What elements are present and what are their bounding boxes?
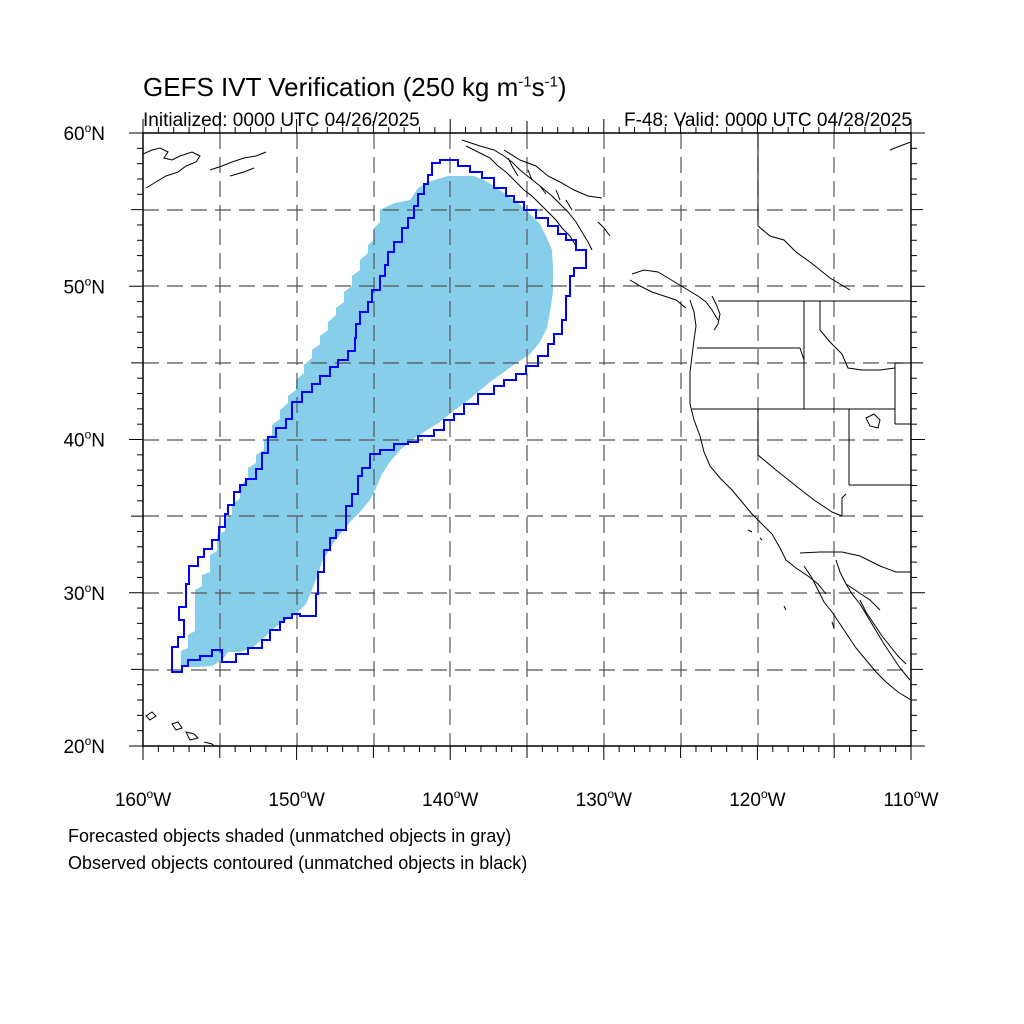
lon-label: 140oW bbox=[422, 787, 478, 811]
lat-label: 60oN bbox=[63, 121, 105, 145]
lon-label: 120oW bbox=[729, 787, 785, 811]
longitude-labels: 160oW 150oW 140oW 130oW 120oW 110oW bbox=[115, 787, 939, 811]
lat-label: 20oN bbox=[63, 734, 105, 758]
forecast-object bbox=[181, 176, 553, 667]
lon-label: 150oW bbox=[268, 787, 324, 811]
footer-forecast-note: Forecasted objects shaded (unmatched obj… bbox=[68, 826, 512, 846]
map-title: GEFS IVT Verification (250 kg m-1s-1) bbox=[143, 72, 567, 102]
political-borders bbox=[692, 133, 911, 573]
lon-label: 130oW bbox=[576, 787, 632, 811]
axis-ticks bbox=[129, 119, 925, 760]
lat-label: 50oN bbox=[63, 274, 105, 298]
footer-observed-note: Observed objects contoured (unmatched ob… bbox=[68, 853, 528, 873]
lat-label: 40oN bbox=[63, 428, 105, 452]
initialized-label: Initialized: 0000 UTC 04/26/2025 bbox=[143, 110, 420, 131]
observed-object bbox=[171, 159, 587, 673]
lon-label: 160oW bbox=[115, 787, 171, 811]
gridlines bbox=[143, 133, 911, 746]
lat-label: 30oN bbox=[63, 581, 105, 605]
latitude-labels: 20oN 30oN 40oN 50oN 60oN bbox=[63, 121, 105, 758]
coastlines bbox=[143, 139, 911, 746]
lon-label: 110oW bbox=[884, 787, 939, 811]
valid-time-label: F-48: Valid: 0000 UTC 04/28/2025 bbox=[624, 110, 912, 131]
